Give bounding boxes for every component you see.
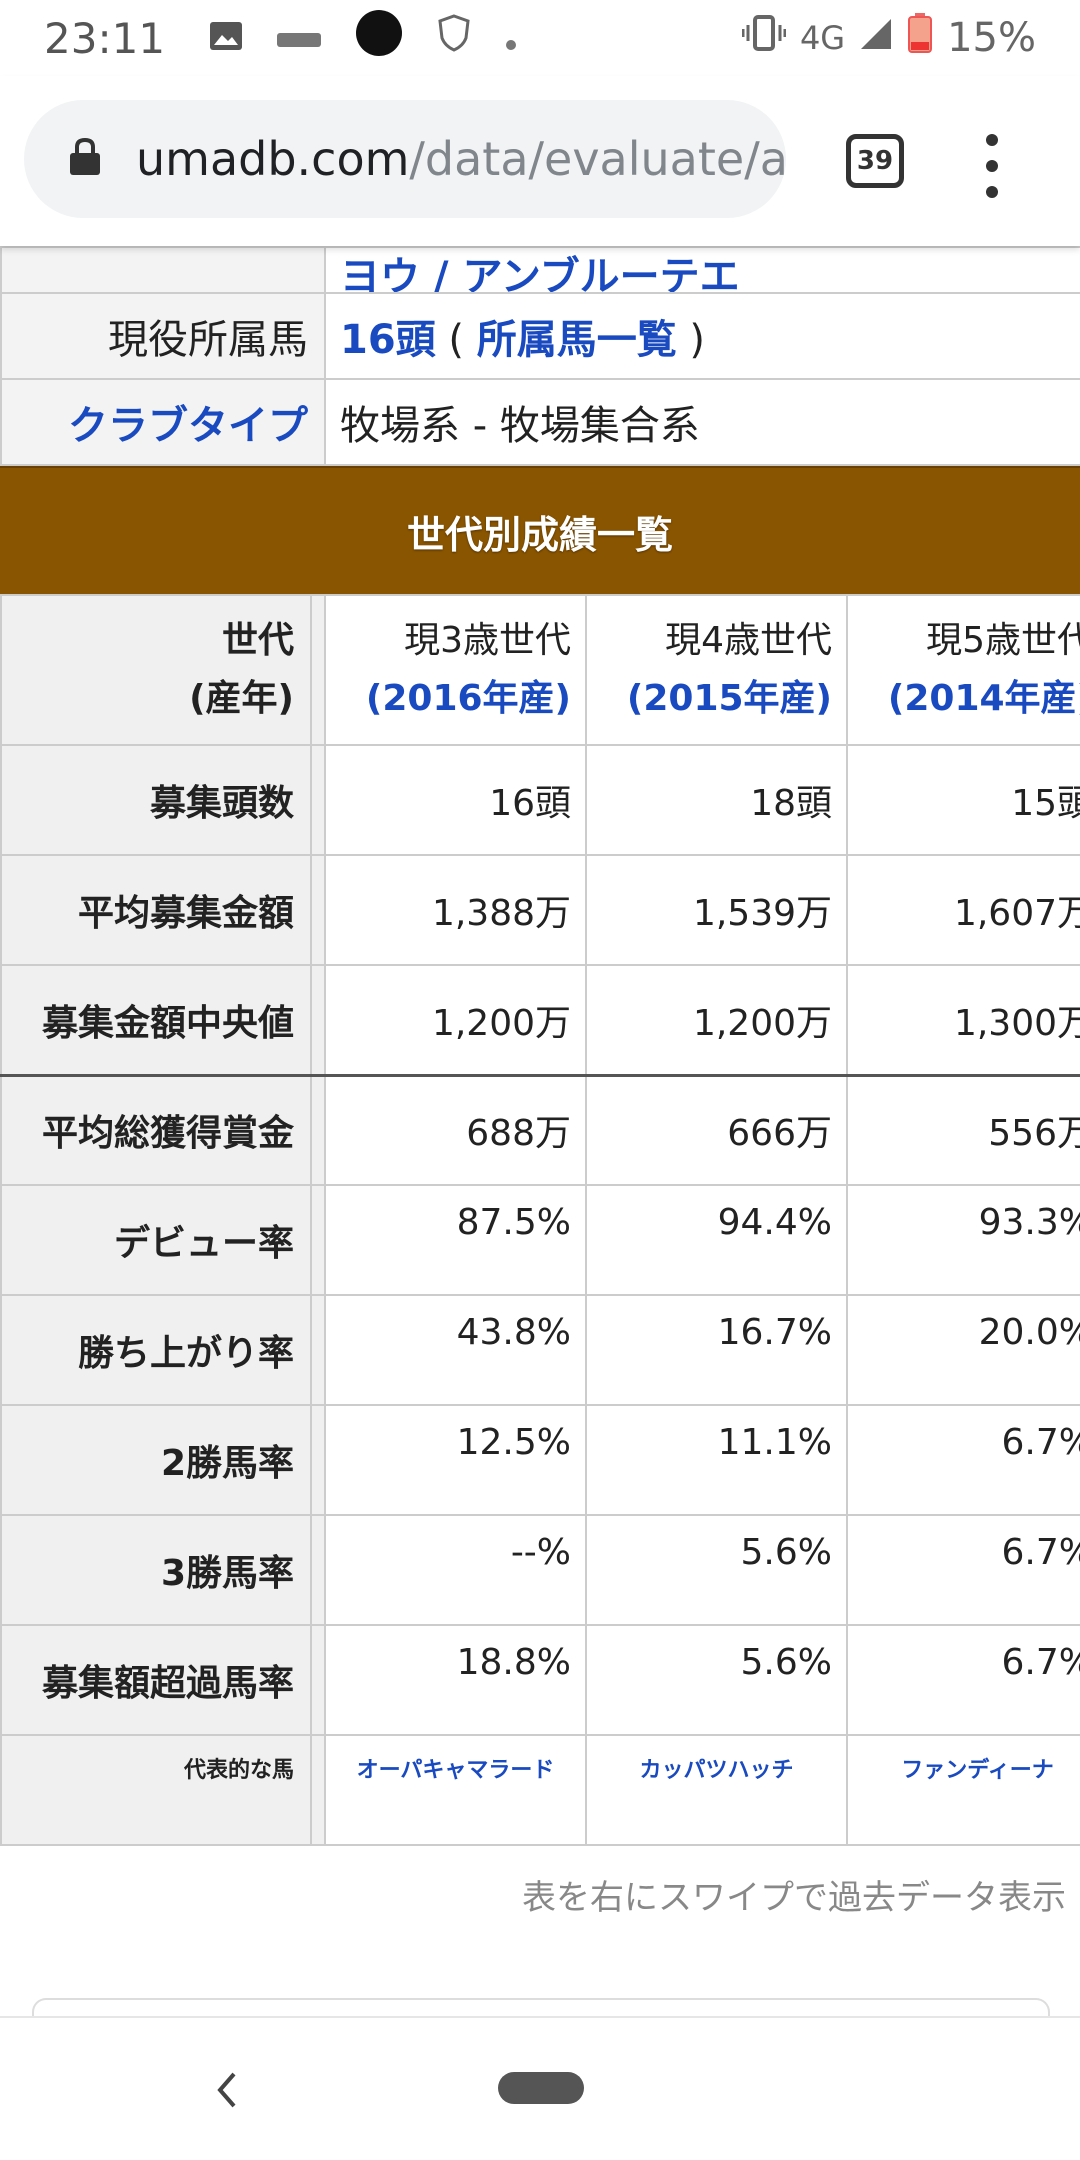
swipe-hint: 表を右にスワイプで過去データ表示 [522, 1878, 1066, 1918]
club-type-label-link[interactable]: クラブタイプ [0, 378, 326, 466]
table-row: 募集金額中央値 1,200万 1,200万 1,300万 [0, 964, 1080, 1076]
table-cell: 6.7% [846, 1404, 1080, 1516]
table-cell: 1,300万 [846, 964, 1080, 1076]
table-cell: 1,388万 [324, 854, 587, 966]
representative-horses-row: 代表的な馬 オーパキャマラード カッパツハッチ ファンディーナ [0, 1734, 1080, 1846]
table-cell: 12.5% [324, 1404, 587, 1516]
active-horses-value: 16頭 ( 所属馬一覧 ) [324, 292, 1080, 380]
row-label: 募集額超過馬率 [0, 1624, 311, 1736]
row-label: 3勝馬率 [0, 1514, 311, 1626]
table-cell: 11.1% [585, 1404, 848, 1516]
record-dot-icon [355, 9, 403, 67]
url-host: umadb.com [136, 132, 410, 186]
home-pill-button[interactable] [498, 2072, 584, 2104]
horse-link[interactable]: オーパキャマラード [324, 1734, 587, 1846]
row-label: 代表的な馬 [0, 1734, 311, 1846]
row-label: 平均総獲得賞金 [0, 1073, 311, 1186]
table-cell: 1,607万 [846, 854, 1080, 966]
vibrate-icon [741, 15, 787, 61]
table-row: 募集額超過馬率 18.8% 5.6% 6.7% [0, 1624, 1080, 1736]
table-cell: 93.3% [846, 1184, 1080, 1296]
club-info-table: ヨウ / アンブルーテエ 現役所属馬 16頭 ( 所属馬一覧 ) クラブタイプ … [0, 246, 1080, 466]
row-label: デビュー率 [0, 1184, 311, 1296]
network-type: 4G [799, 19, 846, 57]
row-label: 平均募集金額 [0, 854, 311, 966]
table-cell: 94.4% [585, 1184, 848, 1296]
overflow-menu-icon[interactable] [980, 134, 1004, 198]
table-cell: 1,539万 [585, 854, 848, 966]
status-bar: 23:11 4G 15% [0, 0, 1080, 76]
app-notification-icon [277, 15, 322, 61]
table-cell: 87.5% [324, 1184, 587, 1296]
table-cell: 1,200万 [585, 964, 848, 1076]
table-row: 募集頭数 16頭 18頭 15頭 [0, 744, 1080, 856]
active-horses-list-link[interactable]: 所属馬一覧 [476, 317, 677, 363]
club-type-value: 牧場系 - 牧場集合系 [324, 378, 1080, 466]
table-cell: 15頭 [846, 744, 1080, 856]
column-header: 現4歳世代 (2015年産) [585, 594, 848, 746]
table-row: 2勝馬率 12.5% 11.1% 6.7% [0, 1404, 1080, 1516]
table-cell: 6.7% [846, 1514, 1080, 1626]
back-icon[interactable] [212, 2070, 242, 2121]
table-cell: 556万 [846, 1073, 1080, 1186]
column-year-link[interactable]: (2015年産) [626, 678, 832, 719]
table-cell: 16.7% [585, 1294, 848, 1406]
shield-icon [437, 14, 471, 62]
table-cell: 5.6% [585, 1624, 848, 1736]
image-icon [209, 15, 243, 61]
table-header-row: 世代 (産年) 現3歳世代 (2016年産) 現4歳世代 (2015年産) 現5歳世代… [0, 594, 1080, 746]
column-year-link[interactable]: (2014年産) [887, 678, 1080, 719]
column-year-link[interactable]: (2016年産) [365, 678, 571, 719]
table-cell: 16頭 [324, 744, 587, 856]
row-label: 募集金額中央値 [0, 964, 311, 1076]
notification-dot-icon [505, 15, 517, 61]
column-header: 現5歳世代 (2014年産) [846, 594, 1080, 746]
table-cell: 43.8% [324, 1294, 587, 1406]
table-cell: 20.0% [846, 1294, 1080, 1406]
partial-row-text[interactable]: ヨウ / アンブルーテエ [324, 246, 1080, 294]
table-row: 勝ち上がり率 43.8% 16.7% 20.0% [0, 1294, 1080, 1406]
table-row: 3勝馬率 --% 5.6% 6.7% [0, 1514, 1080, 1626]
horse-link[interactable]: カッパツハッチ [585, 1734, 848, 1846]
browser-toolbar: umadb.com/data/evaluate/a 39 [0, 76, 1080, 246]
section-title: 世代別成績一覧 [0, 466, 1080, 594]
tab-switcher-button[interactable]: 39 [846, 134, 904, 188]
table-cell: 5.6% [585, 1514, 848, 1626]
table-cell: 688万 [324, 1073, 587, 1186]
horse-link[interactable]: ファンディーナ [846, 1734, 1080, 1846]
lock-icon [68, 137, 102, 181]
signal-icon [859, 15, 893, 61]
table-cell: 1,200万 [324, 964, 587, 1076]
header-label: 世代 (産年) [0, 594, 311, 746]
generation-stats-table: 世代 (産年) 現3歳世代 (2016年産) 現4歳世代 (2015年産) 現5歳世代… [0, 594, 1080, 1846]
next-card-edge [32, 1998, 1050, 2028]
row-label: 募集頭数 [0, 744, 311, 856]
column-header: 現3歳世代 (2016年産) [324, 594, 587, 746]
table-cell: 18頭 [585, 744, 848, 856]
row-label: 勝ち上がり率 [0, 1294, 311, 1406]
table-row: 平均募集金額 1,388万 1,539万 1,607万 [0, 854, 1080, 966]
table-cell: 6.7% [846, 1624, 1080, 1736]
page-content: ヨウ / アンブルーテエ 現役所属馬 16頭 ( 所属馬一覧 ) クラブタイプ … [0, 246, 1080, 1919]
battery-percent: 15% [947, 15, 1036, 61]
battery-icon [907, 12, 933, 64]
table-cell: 666万 [585, 1073, 848, 1186]
active-horses-label: 現役所属馬 [0, 292, 326, 380]
table-cell: --% [324, 1514, 587, 1626]
status-time: 23:11 [44, 13, 166, 63]
active-horses-count[interactable]: 16頭 [340, 317, 436, 363]
table-cell: 18.8% [324, 1624, 587, 1736]
table-row: デビュー率 87.5% 94.4% 93.3% [0, 1184, 1080, 1296]
row-label: 2勝馬率 [0, 1404, 311, 1516]
table-row: 平均総獲得賞金 688万 666万 556万 [0, 1073, 1080, 1186]
address-bar[interactable]: umadb.com/data/evaluate/a [24, 100, 786, 218]
url-path: /data/evaluate/a [409, 132, 786, 186]
